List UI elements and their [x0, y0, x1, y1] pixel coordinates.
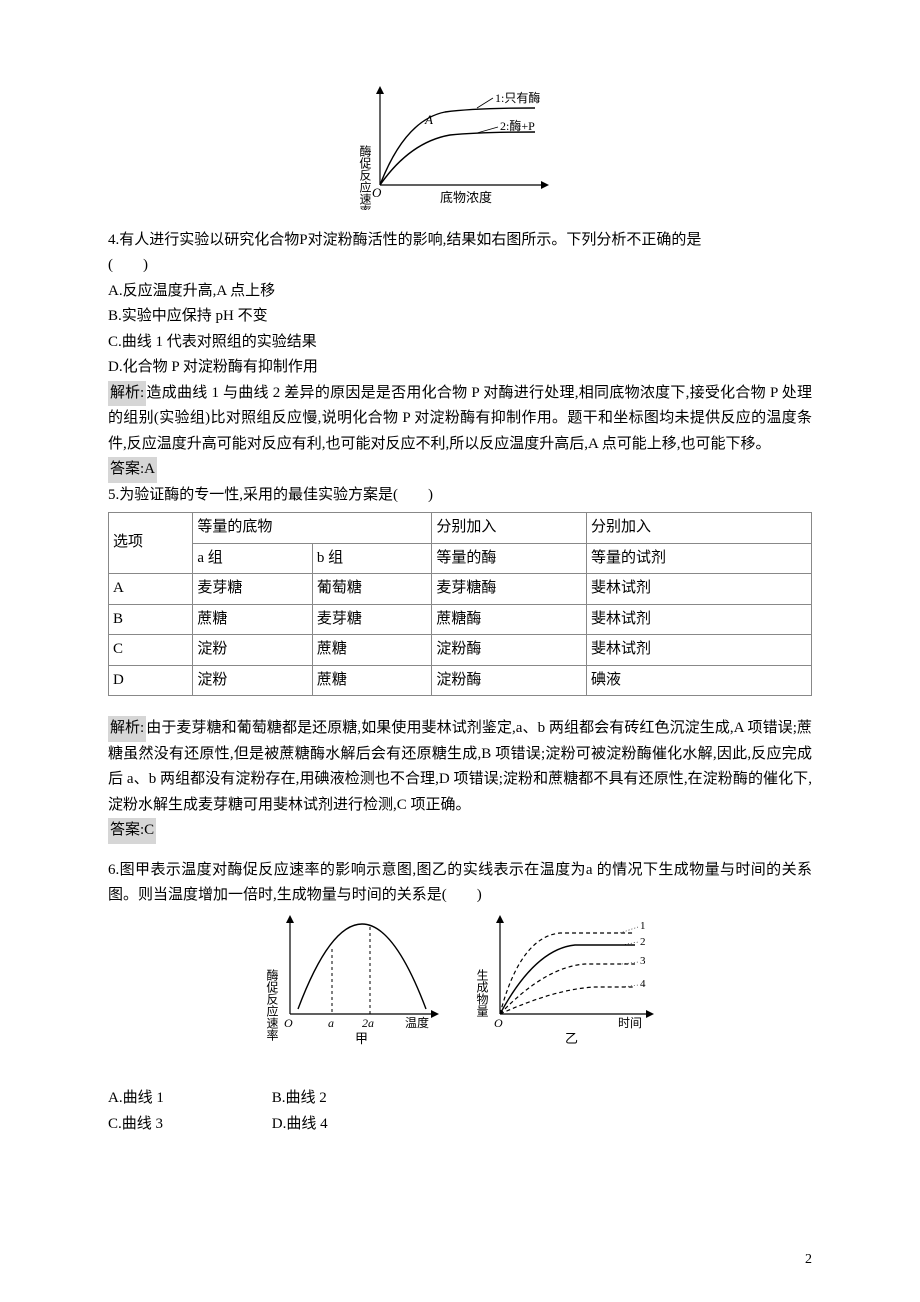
q5-cell: 蔗糖 [312, 665, 432, 696]
q6-options-row1: A.曲线 1 B.曲线 2 [108, 1086, 812, 1112]
q5-analysis: 解析:由于麦芽糖和葡萄糖都是还原糖,如果使用斐林试剂鉴定,a、b 两组都会有砖红… [108, 716, 812, 818]
q5-cell: 蔗糖酶 [432, 604, 587, 635]
q5-cell: D [109, 665, 193, 696]
q4-choice-b: B.实验中应保持 pH 不变 [108, 304, 812, 330]
q4-choice-a: A.反应温度升高,A 点上移 [108, 279, 812, 305]
fig2-left-caption: 甲 [355, 1031, 368, 1046]
q5-stem: 5.为验证酶的专一性,采用的最佳实验方案是( ) [108, 483, 812, 509]
fig2-left-tick-2a: 2a [362, 1016, 374, 1030]
table-row: A 麦芽糖 葡萄糖 麦芽糖酶 斐林试剂 [109, 574, 812, 605]
q5-cell: 斐林试剂 [587, 635, 812, 666]
q5-cell: 麦芽糖酶 [432, 574, 587, 605]
q6-choice-c: C.曲线 3 [108, 1112, 268, 1138]
q4-analysis: 解析:造成曲线 1 与曲线 2 差异的原因是是否用化合物 P 对酶进行处理,相同… [108, 381, 812, 458]
q5-analysis-label: 解析: [108, 716, 146, 742]
q4-answer-label: 答案: [110, 461, 144, 477]
q5-cell: A [109, 574, 193, 605]
q5-analysis-text: 由于麦芽糖和葡萄糖都是还原糖,如果使用斐林试剂鉴定,a、b 两组都会有砖红色沉淀… [108, 720, 812, 813]
fig2-left-xlabel: 温度 [405, 1015, 429, 1030]
q5-th-enzyme-top: 分别加入 [432, 513, 587, 544]
q5-cell: 碘液 [587, 665, 812, 696]
fig2-right-ylabel: 生成物量 [475, 968, 489, 1016]
q6-stem: 6.图甲表示温度对酶促反应速率的影响示意图,图乙的实线表示在温度为a 的情况下生… [108, 858, 812, 909]
table-row: D 淀粉 蔗糖 淀粉酶 碘液 [109, 665, 812, 696]
q6-options-row2: C.曲线 3 D.曲线 4 [108, 1112, 812, 1138]
fig2-right-l4: 4 [640, 978, 646, 990]
page-number: 2 [805, 1248, 812, 1272]
q5-cell: 淀粉酶 [432, 635, 587, 666]
fig2-left-tick-a: a [328, 1016, 334, 1030]
fig2-right-l3: 3 [640, 955, 646, 967]
figure1-ylabel: 酶促反应速率 [358, 144, 372, 210]
figure1-series2-label: 2:酶+P [500, 118, 535, 133]
q5-cell: B [109, 604, 193, 635]
figure-2: 酶促反应速率 O a 2a 温度 甲 生成物量 [108, 909, 812, 1069]
q5-answer-value: C [144, 822, 154, 838]
q4-stem-line2: ( ) [108, 253, 812, 279]
q4-choice-d: D.化合物 P 对淀粉酶有抑制作用 [108, 355, 812, 381]
q5-th-a: a 组 [193, 543, 313, 574]
q5-cell: 蔗糖 [193, 604, 313, 635]
figure1-pointA: A [424, 112, 433, 127]
q6-choice-b: B.曲线 2 [272, 1086, 432, 1112]
q5-th-substrate: 等量的底物 [193, 513, 432, 544]
fig2-right-l1: 1 [640, 920, 646, 932]
figure-2-svg: 酶促反应速率 O a 2a 温度 甲 生成物量 [250, 909, 670, 1059]
fig2-right-l2: 2 [640, 936, 646, 948]
table-row: C 淀粉 蔗糖 淀粉酶 斐林试剂 [109, 635, 812, 666]
q5-cell: 麦芽糖 [312, 604, 432, 635]
figure-1: 酶促反应速率 A 1:只有酶 2:酶+P O 底物浓度 [108, 80, 812, 220]
q4-choice-c: C.曲线 1 代表对照组的实验结果 [108, 330, 812, 356]
fig2-right-caption: 乙 [565, 1031, 578, 1046]
q5-cell: C [109, 635, 193, 666]
q5-th-b: b 组 [312, 543, 432, 574]
q4-analysis-label: 解析: [108, 381, 146, 407]
q6-choice-a: A.曲线 1 [108, 1086, 268, 1112]
q5-th-reagent-top: 分别加入 [587, 513, 812, 544]
table-row: B 蔗糖 麦芽糖 蔗糖酶 斐林试剂 [109, 604, 812, 635]
q4-answer-value: A [144, 461, 155, 477]
q5-th-enzyme-bot: 等量的酶 [432, 543, 587, 574]
q5-answer: 答案:C [108, 818, 812, 844]
figure1-xlabel: 底物浓度 [440, 190, 492, 205]
fig2-right-origin: O [494, 1016, 503, 1030]
q4-answer: 答案:A [108, 457, 812, 483]
figure1-origin: O [372, 185, 382, 200]
fig2-left-ylabel: 酶促反应速率 [265, 967, 279, 1040]
q5-cell: 淀粉酶 [432, 665, 587, 696]
q5-cell: 斐林试剂 [587, 604, 812, 635]
q5-cell: 淀粉 [193, 665, 313, 696]
q5-cell: 麦芽糖 [193, 574, 313, 605]
figure1-series1-label: 1:只有酶 [495, 90, 540, 105]
fig2-right-xlabel: 时间 [618, 1016, 642, 1030]
q5-cell: 葡萄糖 [312, 574, 432, 605]
fig2-left-origin: O [284, 1016, 293, 1030]
figure-1-svg: 酶促反应速率 A 1:只有酶 2:酶+P O 底物浓度 [345, 80, 575, 210]
q5-th-reagent-bot: 等量的试剂 [587, 543, 812, 574]
q4-stem-line1: 4.有人进行实验以研究化合物P对淀粉酶活性的影响,结果如右图所示。下列分析不正确… [108, 228, 812, 254]
q5-cell: 淀粉 [193, 635, 313, 666]
q5-cell: 斐林试剂 [587, 574, 812, 605]
q5-answer-label: 答案: [110, 822, 144, 838]
q5-th-option: 选项 [109, 513, 193, 574]
q6-choice-d: D.曲线 4 [272, 1112, 432, 1138]
q4-analysis-text: 造成曲线 1 与曲线 2 差异的原因是是否用化合物 P 对酶进行处理,相同底物浓… [108, 385, 812, 452]
q5-cell: 蔗糖 [312, 635, 432, 666]
q5-table: 选项 等量的底物 分别加入 分别加入 a 组 b 组 等量的酶 等量的试剂 A … [108, 512, 812, 696]
